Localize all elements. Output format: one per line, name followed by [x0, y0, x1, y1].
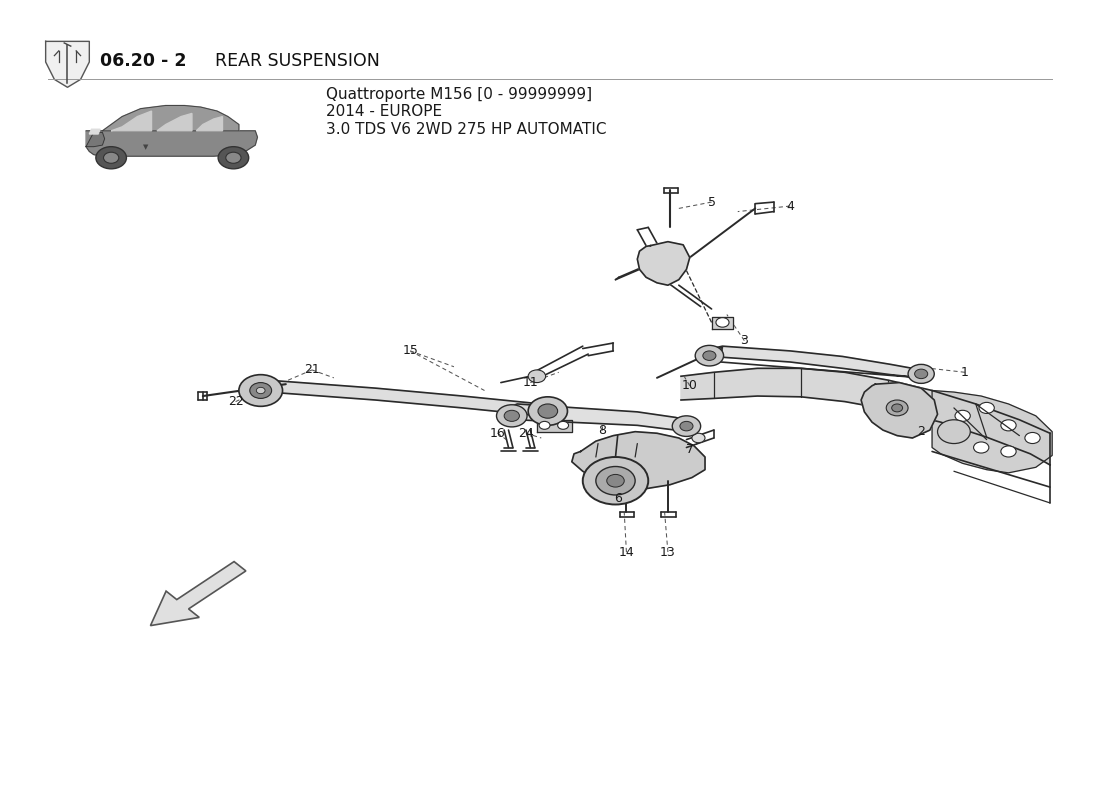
Polygon shape	[89, 130, 100, 134]
Circle shape	[538, 404, 558, 418]
Polygon shape	[637, 242, 690, 286]
Circle shape	[955, 410, 970, 422]
Circle shape	[892, 404, 903, 412]
Text: 4: 4	[786, 199, 794, 213]
Text: 7: 7	[685, 442, 694, 455]
Polygon shape	[157, 114, 191, 131]
Text: 24: 24	[518, 426, 534, 440]
Text: 2014 - EUROPE: 2014 - EUROPE	[327, 104, 442, 119]
Circle shape	[226, 152, 241, 163]
Circle shape	[1001, 446, 1016, 457]
Text: 11: 11	[522, 376, 538, 389]
Text: 14: 14	[618, 546, 635, 558]
Text: ▼: ▼	[143, 144, 148, 150]
Polygon shape	[45, 42, 89, 87]
Circle shape	[974, 442, 989, 453]
Polygon shape	[253, 380, 556, 416]
Circle shape	[596, 466, 635, 495]
Polygon shape	[102, 106, 239, 131]
Circle shape	[979, 402, 994, 414]
Circle shape	[887, 400, 909, 416]
Polygon shape	[537, 420, 572, 432]
Text: 2: 2	[917, 425, 925, 438]
Circle shape	[692, 434, 705, 442]
Text: 3.0 TDS V6 2WD 275 HP AUTOMATIC: 3.0 TDS V6 2WD 275 HP AUTOMATIC	[327, 122, 607, 137]
Circle shape	[528, 397, 568, 426]
Polygon shape	[504, 404, 694, 430]
Circle shape	[558, 422, 569, 430]
Polygon shape	[861, 382, 937, 438]
Polygon shape	[681, 368, 1050, 465]
Polygon shape	[712, 317, 734, 329]
Circle shape	[239, 374, 283, 406]
Circle shape	[539, 422, 550, 430]
Text: 1: 1	[961, 366, 969, 378]
Text: 3: 3	[740, 334, 748, 347]
Circle shape	[1001, 420, 1016, 431]
Circle shape	[96, 146, 126, 169]
Circle shape	[909, 364, 934, 383]
Text: 13: 13	[660, 546, 675, 558]
Text: 22: 22	[228, 395, 243, 408]
Text: 5: 5	[707, 195, 716, 209]
Polygon shape	[111, 111, 152, 131]
Circle shape	[937, 420, 970, 443]
Polygon shape	[932, 390, 1053, 473]
Circle shape	[528, 370, 546, 382]
Circle shape	[703, 351, 716, 361]
Circle shape	[914, 369, 927, 378]
Text: REAR SUSPENSION: REAR SUSPENSION	[214, 52, 380, 70]
Circle shape	[1025, 433, 1041, 443]
Circle shape	[103, 152, 119, 163]
Circle shape	[716, 318, 729, 327]
Text: 10: 10	[682, 379, 697, 392]
Polygon shape	[86, 131, 257, 156]
Circle shape	[695, 346, 724, 366]
Circle shape	[504, 410, 519, 422]
Polygon shape	[86, 133, 104, 146]
Text: 15: 15	[403, 345, 418, 358]
Circle shape	[256, 387, 265, 394]
Circle shape	[680, 422, 693, 431]
Polygon shape	[196, 117, 222, 131]
Circle shape	[250, 382, 272, 398]
Circle shape	[496, 405, 527, 427]
FancyArrow shape	[151, 562, 246, 626]
Text: 06.20 - 2: 06.20 - 2	[100, 52, 187, 70]
Text: 21: 21	[304, 363, 320, 377]
Text: 6: 6	[614, 493, 622, 506]
Circle shape	[583, 457, 648, 505]
Polygon shape	[572, 432, 705, 489]
Circle shape	[218, 146, 249, 169]
Text: 8: 8	[598, 423, 606, 437]
Circle shape	[672, 416, 701, 437]
Text: Quattroporte M156 [0 - 99999999]: Quattroporte M156 [0 - 99999999]	[327, 87, 592, 102]
Polygon shape	[701, 346, 921, 378]
Text: 16: 16	[490, 426, 506, 440]
Circle shape	[607, 474, 624, 487]
